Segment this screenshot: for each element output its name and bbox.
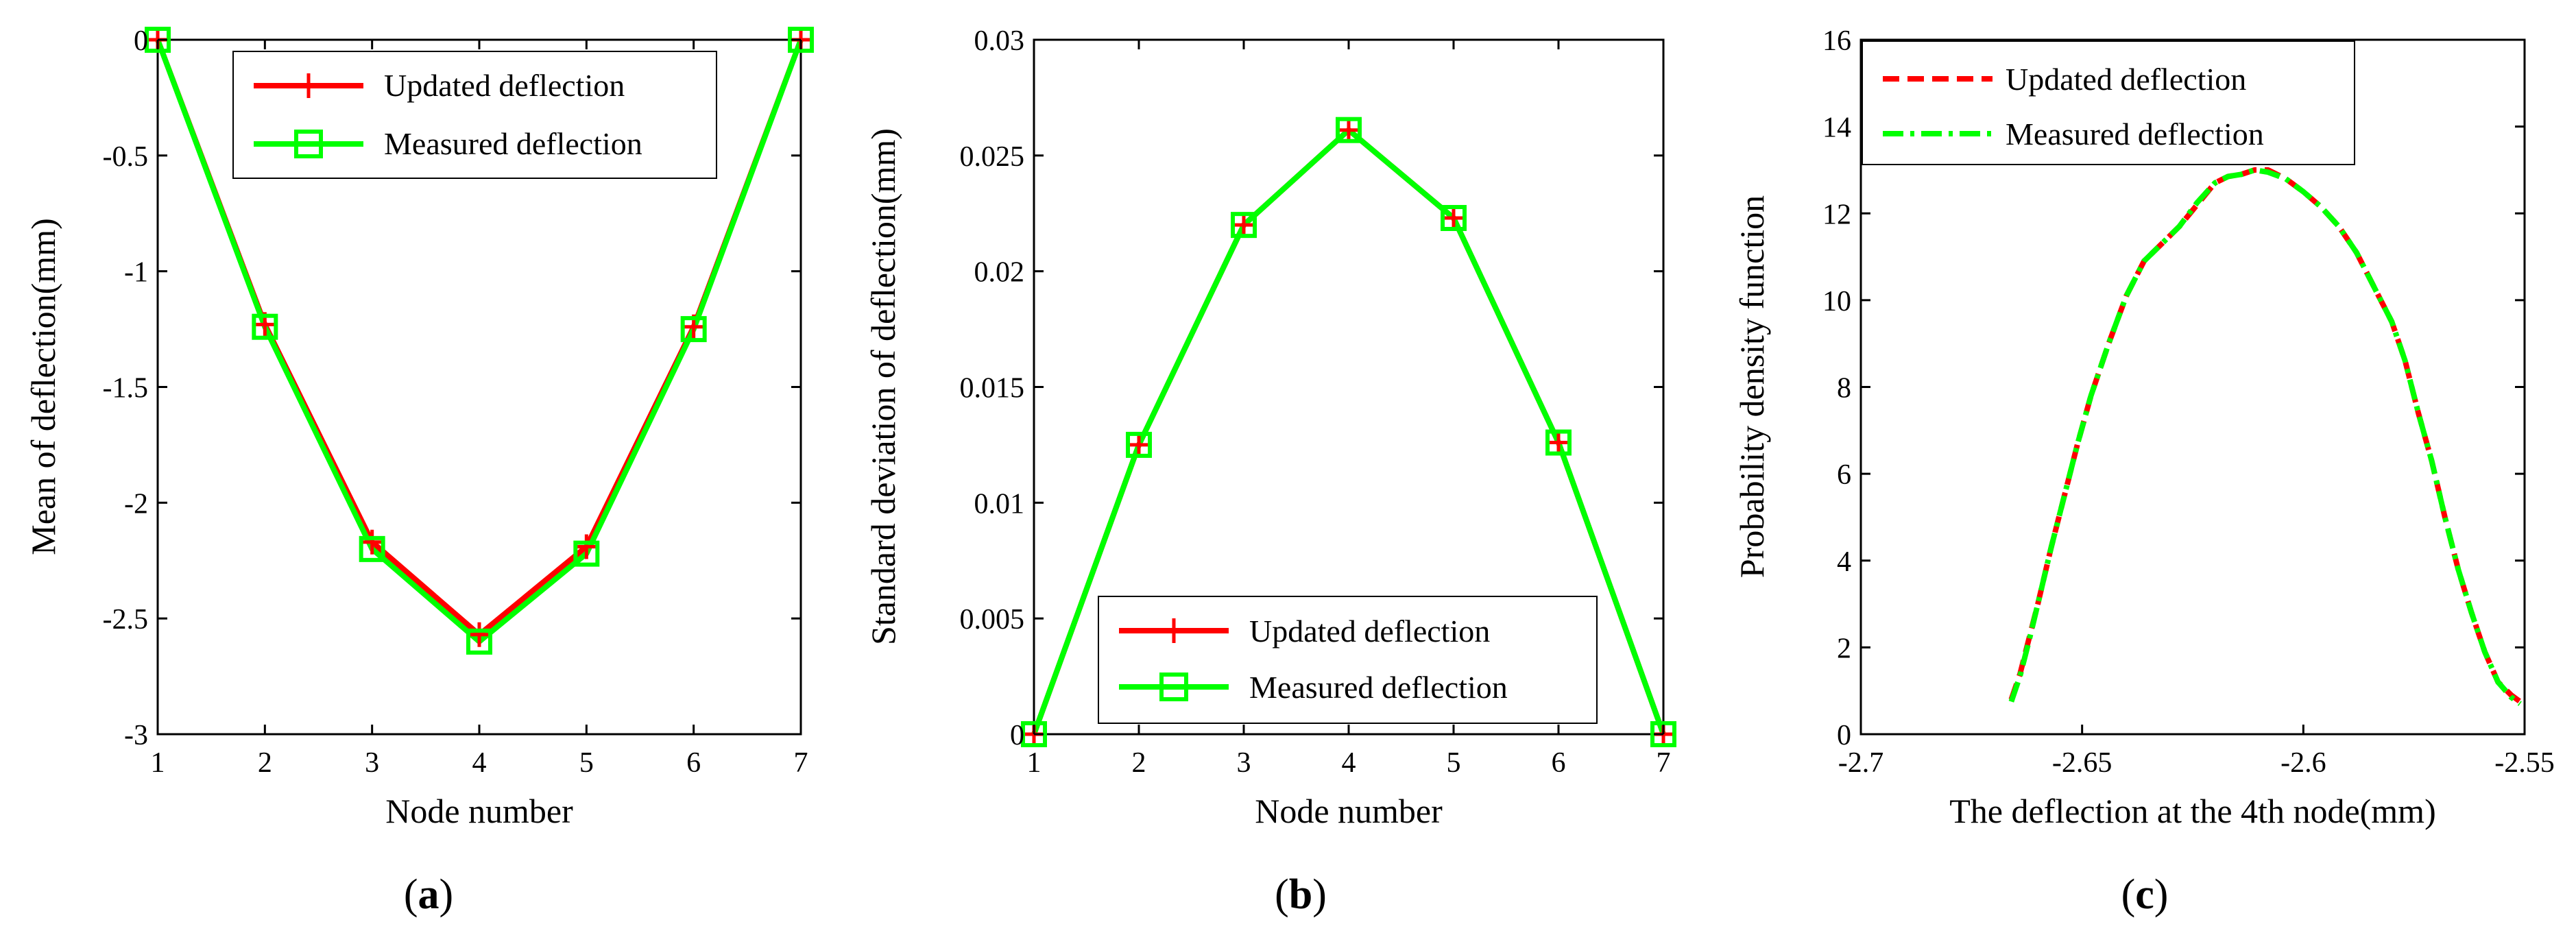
xtick-label: 6 xyxy=(686,747,701,779)
xtick-label: -2.55 xyxy=(2494,747,2555,779)
xlabel-b: Node number xyxy=(1255,792,1443,830)
point-marker-measured xyxy=(1231,212,1257,239)
caption-b: (b) xyxy=(1275,871,1327,918)
point-marker-measured xyxy=(1336,117,1362,143)
ytick-label: 0 xyxy=(1010,720,1024,751)
ytick-label: 12 xyxy=(1822,199,1851,230)
ytick-label: 0.03 xyxy=(974,25,1025,57)
ytick-label: 0.01 xyxy=(974,488,1025,520)
ytick-label: 16 xyxy=(1822,25,1851,57)
ytick-label: -0.5 xyxy=(103,141,149,173)
xtick-label: 2 xyxy=(1132,747,1146,779)
xtick-label: 2 xyxy=(258,747,272,779)
point-marker-measured xyxy=(1126,431,1152,458)
legend-b: Updated deflection Measured deflection xyxy=(1098,596,1598,724)
point-marker-measured xyxy=(466,628,492,655)
marks-c xyxy=(2008,167,2522,706)
legend-marker-measured-a xyxy=(294,130,323,158)
point-marker-updated-overlay xyxy=(1132,437,1146,452)
legend-marker-updated-a xyxy=(296,73,321,98)
point-marker-updated xyxy=(359,529,385,555)
marks-b xyxy=(1021,117,1676,747)
point-marker-updated-overlay xyxy=(1342,123,1356,137)
point-marker-measured xyxy=(1021,721,1047,747)
point-marker-measured xyxy=(1441,205,1467,232)
ticks-c: -2.7 -2.65 -2.6 -2.55 0 2 4 6 8 10 12 14 16 xyxy=(1822,25,2555,779)
xtick-label: 3 xyxy=(365,747,379,779)
ytick-label: -3 xyxy=(124,720,148,751)
xlabel-a: Node number xyxy=(385,792,573,830)
legend-label-updated-c: Updated deflection xyxy=(2006,62,2246,97)
ytick-label: -1 xyxy=(124,257,148,289)
xtick-label: -2.7 xyxy=(1838,747,1884,779)
point-marker-updated-overlay xyxy=(1237,218,1251,232)
point-marker-updated-overlay xyxy=(1552,435,1565,450)
xtick-label: 6 xyxy=(1552,747,1566,779)
series-line-measured xyxy=(2008,167,2522,706)
point-marker-measured xyxy=(252,313,278,340)
legend-marker-measured-b xyxy=(1159,673,1188,701)
legend-label-measured-c: Measured deflection xyxy=(2006,117,2264,152)
xtick-label: 5 xyxy=(579,747,594,779)
point-marker-measured xyxy=(573,540,600,567)
ytick-label: -1.5 xyxy=(103,373,149,404)
xtick-label: 1 xyxy=(151,747,165,779)
legend-box-b xyxy=(1098,596,1598,724)
xtick-label: 4 xyxy=(472,747,487,779)
xtick-label: 3 xyxy=(1237,747,1251,779)
ytick-label: 0 xyxy=(1837,720,1851,751)
xtick-label: 4 xyxy=(1342,747,1356,779)
ticks-b: 1 2 3 4 5 6 7 0 0.005 0.01 0.015 0.02 0.025 0.03 xyxy=(960,25,1671,779)
point-marker-measured xyxy=(680,316,707,343)
ytick-label: 0.015 xyxy=(960,373,1025,404)
point-marker-measured xyxy=(788,27,814,53)
ylabel-b: Standard deviation of deflection(mm) xyxy=(864,128,902,645)
legend-a: Updated deflection Measured deflection xyxy=(232,51,717,179)
xtick-label: -2.65 xyxy=(2052,747,2112,779)
point-marker-measured xyxy=(1650,721,1676,747)
ytick-label: 6 xyxy=(1837,459,1851,491)
xtick-label: 7 xyxy=(1657,747,1671,779)
ytick-label: 0.025 xyxy=(960,141,1025,173)
ytick-label: -2.5 xyxy=(103,604,149,635)
ytick-label: -2 xyxy=(124,488,148,520)
ytick-label: 0.02 xyxy=(974,257,1025,289)
xtick-label: 5 xyxy=(1447,747,1461,779)
ytick-label: 10 xyxy=(1822,286,1851,317)
panel-a: 1 2 3 4 5 6 7 0 -0.5 -1 -1.5 -2 -2.5 -3 Node number M… xyxy=(24,25,814,918)
point-marker-measured xyxy=(1545,429,1572,456)
panel-b: 1 2 3 4 5 6 7 0 0.005 0.01 0.015 0.02 0.025 0.03 Node… xyxy=(864,25,1676,918)
caption-c: (c) xyxy=(2121,871,2169,918)
legend-label-measured-b: Measured deflection xyxy=(1249,670,1508,705)
point-marker-updated xyxy=(574,534,599,559)
ytick-label: 8 xyxy=(1837,373,1851,404)
point-marker-updated xyxy=(467,622,492,647)
marks-a xyxy=(145,27,814,655)
ytick-label: 0 xyxy=(134,25,148,57)
ylabel-c: Probability density function xyxy=(1733,195,1771,578)
ticks-a: 1 2 3 4 5 6 7 0 -0.5 -1 -1.5 -2 -2.5 -3 xyxy=(103,25,808,779)
xlabel-c: The deflection at the 4th node(mm) xyxy=(1949,792,2435,830)
point-marker-updated-overlay xyxy=(1447,211,1460,226)
panel-c: -2.7 -2.65 -2.6 -2.55 0 2 4 6 8 10 12 14 16 The defl… xyxy=(1733,25,2555,918)
ytick-label: 4 xyxy=(1837,546,1851,578)
caption-a: (a) xyxy=(404,871,453,918)
legend-marker-updated-b xyxy=(1161,618,1186,643)
xtick-label: 7 xyxy=(794,747,808,779)
ylabel-a: Mean of deflection(mm) xyxy=(24,218,62,555)
legend-box-c xyxy=(1862,40,2355,165)
ytick-label: 0.005 xyxy=(960,604,1025,635)
xtick-label: 1 xyxy=(1027,747,1042,779)
legend-label-updated-a: Updated deflection xyxy=(384,68,625,103)
point-marker-measured xyxy=(145,27,171,53)
legend-label-measured-a: Measured deflection xyxy=(384,126,642,161)
ytick-label: 14 xyxy=(1822,112,1851,144)
legend-c: Updated deflection Measured deflection xyxy=(1862,40,2355,165)
xtick-label: -2.6 xyxy=(2280,747,2326,779)
point-marker-measured xyxy=(359,535,385,562)
legend-label-updated-b: Updated deflection xyxy=(1249,614,1490,649)
ytick-label: 2 xyxy=(1837,633,1851,664)
